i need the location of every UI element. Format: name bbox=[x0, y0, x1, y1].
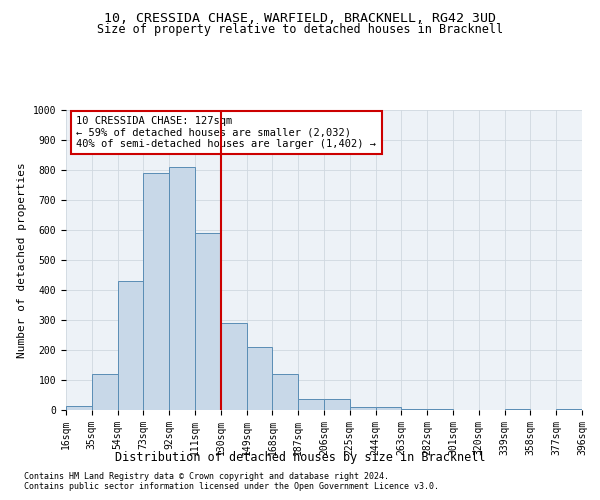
Bar bbox=[350, 407, 376, 410]
Bar bbox=[505, 408, 530, 410]
Bar bbox=[556, 408, 582, 410]
Bar bbox=[92, 374, 118, 410]
Text: Contains public sector information licensed under the Open Government Licence v3: Contains public sector information licen… bbox=[24, 482, 439, 491]
Text: 10 CRESSIDA CHASE: 127sqm
← 59% of detached houses are smaller (2,032)
40% of se: 10 CRESSIDA CHASE: 127sqm ← 59% of detac… bbox=[76, 116, 376, 149]
Bar bbox=[195, 233, 221, 410]
Bar bbox=[298, 399, 324, 410]
Bar bbox=[221, 323, 247, 410]
Bar bbox=[66, 406, 92, 410]
Bar bbox=[169, 167, 195, 410]
Bar bbox=[324, 399, 350, 410]
Text: 10, CRESSIDA CHASE, WARFIELD, BRACKNELL, RG42 3UD: 10, CRESSIDA CHASE, WARFIELD, BRACKNELL,… bbox=[104, 12, 496, 26]
Bar bbox=[143, 173, 169, 410]
Text: Distribution of detached houses by size in Bracknell: Distribution of detached houses by size … bbox=[115, 451, 485, 464]
Text: Contains HM Land Registry data © Crown copyright and database right 2024.: Contains HM Land Registry data © Crown c… bbox=[24, 472, 389, 481]
Y-axis label: Number of detached properties: Number of detached properties bbox=[17, 162, 27, 358]
Bar bbox=[118, 281, 143, 410]
Bar bbox=[376, 407, 401, 410]
Bar bbox=[427, 408, 453, 410]
Bar bbox=[401, 408, 427, 410]
Text: Size of property relative to detached houses in Bracknell: Size of property relative to detached ho… bbox=[97, 22, 503, 36]
Bar bbox=[247, 347, 272, 410]
Bar bbox=[272, 374, 298, 410]
